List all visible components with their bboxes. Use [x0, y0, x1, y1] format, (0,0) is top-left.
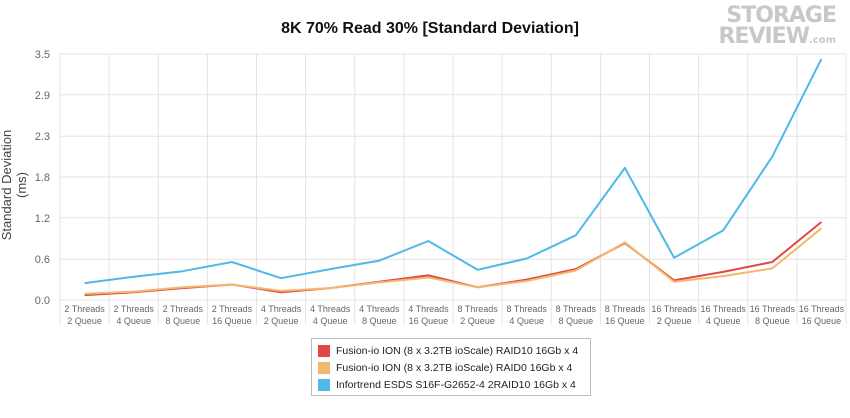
x-tick-label: 4 Threads [261, 304, 302, 314]
x-tick-label: 8 Threads [457, 304, 498, 314]
chart-legend: Fusion-io ION (8 x 3.2TB ioScale) RAID10… [311, 338, 591, 396]
legend-swatch [318, 361, 330, 374]
x-tick-label: 4 Threads [310, 304, 351, 314]
y-tick-label: 1.2 [35, 213, 50, 225]
logo-line-1: STORAGE [726, 3, 837, 28]
logo-line-2: REVIEW.com [718, 23, 836, 49]
x-tick-label: 8 Threads [605, 304, 646, 314]
x-tick-label: 4 Queue [509, 316, 544, 326]
legend-label: Fusion-io ION (8 x 3.2TB ioScale) RAID0 … [336, 361, 573, 374]
legend-item-2: Fusion-io ION (8 x 3.2TB ioScale) RAID0 … [318, 359, 584, 376]
legend-swatch [318, 378, 330, 391]
x-tick-label: 8 Threads [556, 304, 597, 314]
x-tick-label: 8 Queue [166, 316, 201, 326]
legend-label: Fusion-io ION (8 x 3.2TB ioScale) RAID10… [336, 344, 579, 357]
x-tick-label: 16 Threads [651, 304, 697, 314]
x-tick-label: 16 Threads [750, 304, 796, 314]
x-tick-label: 4 Threads [408, 304, 449, 314]
x-tick-label: 8 Threads [507, 304, 548, 314]
x-tick-label: 2 Queue [657, 316, 692, 326]
x-tick-label: 2 Threads [212, 304, 253, 314]
x-tick-label: 16 Queue [605, 316, 645, 326]
x-tick-label: 2 Threads [114, 304, 155, 314]
legend-label: Infortrend ESDS S16F-G2652-4 2RAID10 16G… [336, 378, 576, 391]
x-tick-label: 2 Queue [67, 316, 102, 326]
y-tick-label: 0.6 [35, 254, 50, 266]
x-tick-label: 2 Threads [163, 304, 204, 314]
x-tick-label: 4 Queue [313, 316, 348, 326]
y-tick-label: 1.8 [35, 172, 50, 184]
x-tick-label: 16 Threads [799, 304, 845, 314]
x-tick-label: 8 Queue [755, 316, 790, 326]
x-tick-label: 8 Queue [559, 316, 594, 326]
x-tick-label: 4 Queue [706, 316, 741, 326]
x-tick-label: 16 Threads [701, 304, 747, 314]
x-tick-label: 4 Queue [116, 316, 151, 326]
chart-title: 8K 70% Read 30% [Standard Deviation] [281, 20, 579, 37]
x-tick-label: 16 Queue [409, 316, 449, 326]
x-tick-label: 2 Queue [264, 316, 299, 326]
legend-item-3: Infortrend ESDS S16F-G2652-4 2RAID10 16G… [318, 376, 584, 393]
x-tick-label: 8 Queue [362, 316, 397, 326]
x-tick-label: 16 Queue [802, 316, 842, 326]
x-tick-label: 2 Threads [64, 304, 105, 314]
x-tick-label: 16 Queue [212, 316, 252, 326]
y-tick-label: 2.3 [35, 131, 50, 143]
y-tick-label: 3.5 [35, 49, 50, 61]
legend-swatch [318, 344, 330, 357]
y-tick-label: 2.9 [35, 90, 50, 102]
series-line-2 [84, 227, 823, 295]
legend-item-1: Fusion-io ION (8 x 3.2TB ioScale) RAID10… [318, 342, 584, 359]
x-tick-label: 4 Threads [359, 304, 400, 314]
x-tick-label: 2 Queue [460, 316, 495, 326]
storagereview-logo: STORAGE REVIEW.com [718, 3, 837, 49]
series-line-3 [84, 58, 823, 285]
y-tick-label: 0.0 [35, 295, 50, 307]
